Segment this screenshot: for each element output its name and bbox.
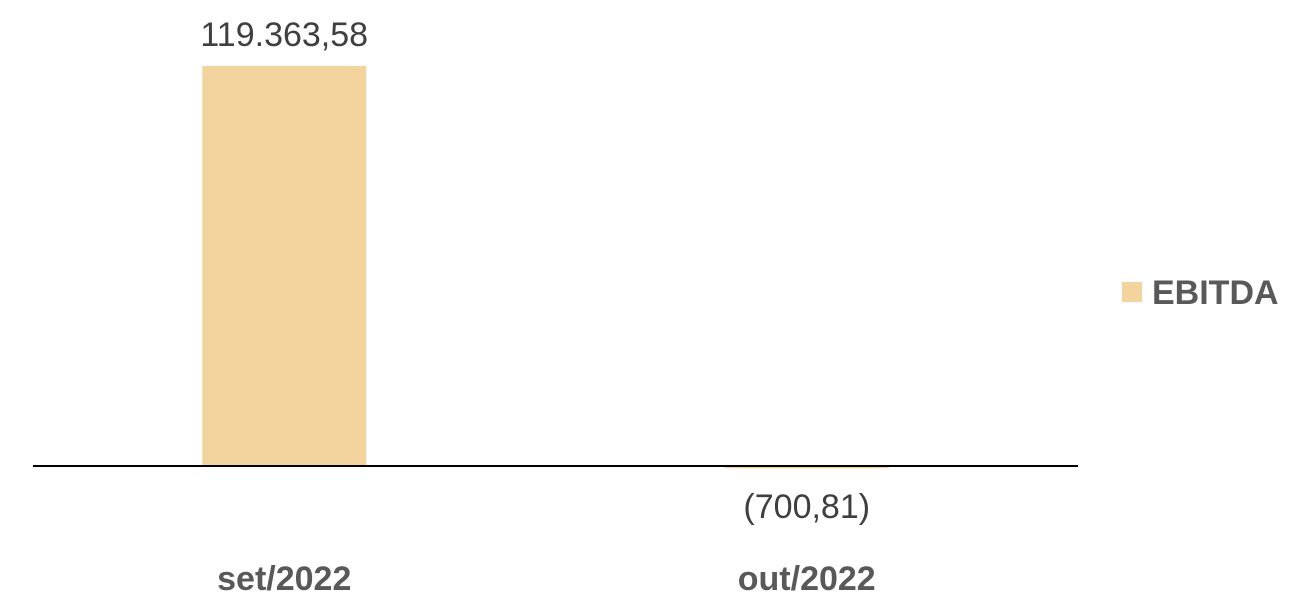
category-label-set-2022: set/2022 [217,560,351,595]
bar-set-2022 [202,66,367,466]
legend-swatch-ebitda [1122,282,1142,302]
legend: EBITDA [1122,274,1279,312]
category-labels-group: set/2022 out/2022 [217,560,876,595]
legend-label-ebitda: EBITDA [1152,274,1279,312]
bars-group [202,66,889,469]
data-labels-group: 119.363,58 (700,81) [200,16,870,526]
data-label-set-2022: 119.363,58 [200,16,368,54]
data-label-out-2022: (700,81) [743,488,870,526]
category-label-out-2022: out/2022 [738,560,876,595]
bar-out-2022 [724,466,889,469]
